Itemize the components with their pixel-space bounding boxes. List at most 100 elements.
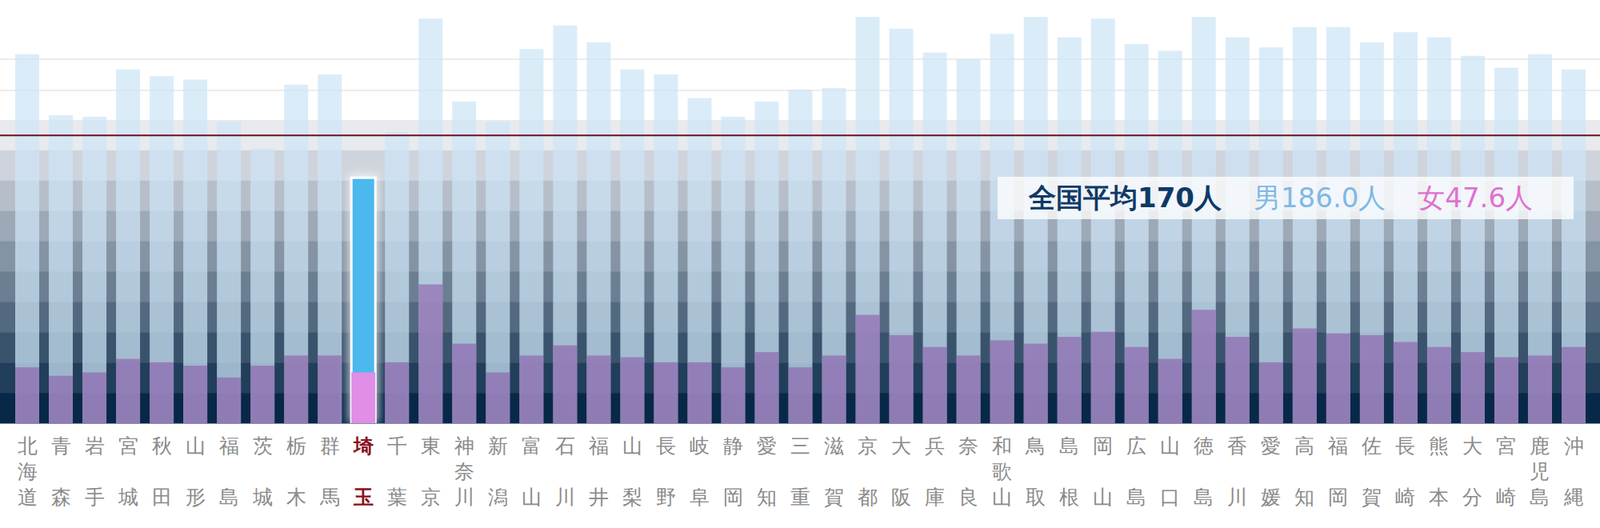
category-label: 岐阜 xyxy=(689,434,710,509)
bar-male xyxy=(586,42,611,424)
category-label: 島根 xyxy=(1059,434,1080,509)
category-label: 山梨 xyxy=(622,434,643,509)
bar-male xyxy=(485,121,510,424)
bar-female xyxy=(485,372,510,424)
bar-female xyxy=(1091,332,1116,424)
category-label: 大分 xyxy=(1462,434,1483,509)
bars xyxy=(15,16,1586,424)
bar-male xyxy=(1225,37,1250,424)
bar-male xyxy=(1360,42,1384,424)
bar-male xyxy=(1393,32,1418,424)
bar-female xyxy=(1494,356,1519,424)
bar-female xyxy=(1460,352,1485,424)
bar-female xyxy=(216,377,241,424)
bar-female xyxy=(384,362,409,424)
category-label: 熊本 xyxy=(1428,434,1449,509)
bar-female xyxy=(1192,309,1216,424)
category-label: 栃木 xyxy=(286,434,307,509)
bar-female xyxy=(788,367,813,424)
bar-female xyxy=(956,355,981,424)
bar-male xyxy=(1326,27,1351,424)
bar-female xyxy=(15,367,40,424)
bar-male xyxy=(1427,37,1452,424)
category-label: 香川 xyxy=(1227,434,1248,509)
average-line xyxy=(0,134,1600,136)
category-label: 鹿児島 xyxy=(1529,434,1550,509)
bar-male xyxy=(317,74,342,424)
category-label: 富山 xyxy=(521,434,542,509)
category-label: 千葉 xyxy=(387,434,408,509)
category-label: 山口 xyxy=(1160,434,1180,509)
category-label: 広島 xyxy=(1126,434,1147,509)
annotation-box xyxy=(997,176,1574,220)
bar-female xyxy=(82,372,107,424)
bar-female xyxy=(552,345,577,424)
bar-male xyxy=(653,74,678,424)
category-label: 和歌山 xyxy=(992,434,1012,509)
category-label: 茨城 xyxy=(252,434,273,509)
bar-female xyxy=(1360,335,1384,424)
bar-male xyxy=(216,121,241,424)
bar-female xyxy=(856,315,880,424)
bar-male xyxy=(788,89,813,424)
category-label: 宮崎 xyxy=(1496,434,1516,509)
bar-male xyxy=(1528,54,1552,424)
category-label: 沖縄 xyxy=(1563,434,1584,509)
category-label: 長崎 xyxy=(1395,434,1416,509)
category-label: 三重 xyxy=(790,434,811,509)
bar-female xyxy=(48,376,73,424)
category-label: 滋賀 xyxy=(824,434,844,509)
bar-male xyxy=(822,88,847,424)
bar-male xyxy=(351,177,376,424)
chart: 全国平均170人男186.0人女47.6人北海道青森岩手宮城秋田山形福島茨城栃木… xyxy=(0,0,1600,528)
bar-female xyxy=(1057,336,1082,424)
bar-female xyxy=(317,355,342,424)
category-label: 大阪 xyxy=(891,434,912,509)
bar-female xyxy=(149,362,174,424)
bar-female xyxy=(1427,347,1452,424)
category-label: 奈良 xyxy=(958,434,979,509)
bar-female xyxy=(351,372,376,424)
bar-male xyxy=(990,33,1015,424)
category-label: 福井 xyxy=(588,434,609,509)
bar-male xyxy=(856,16,880,424)
bar-female xyxy=(250,365,275,424)
bar-female xyxy=(284,355,308,424)
category-label: 高知 xyxy=(1294,434,1315,509)
bar-female xyxy=(418,284,443,424)
annotation-text: 女47.6人 xyxy=(1417,181,1533,214)
category-label: 福岡 xyxy=(1328,434,1348,509)
category-label: 石川 xyxy=(555,434,576,509)
category-label: 群馬 xyxy=(319,434,340,509)
bar-male xyxy=(1158,50,1183,424)
bar-male xyxy=(1057,37,1082,424)
bar-female xyxy=(116,359,140,424)
bar-female xyxy=(1561,347,1586,424)
highlight-glow xyxy=(348,174,379,424)
bar-male xyxy=(149,76,174,424)
bar-female xyxy=(889,335,914,424)
bar-female xyxy=(990,340,1015,424)
bar-female xyxy=(822,355,847,424)
category-label: 鳥取 xyxy=(1024,434,1046,509)
annotation-text: 全国平均170人 xyxy=(1028,181,1223,214)
bar-male xyxy=(519,48,544,424)
category-label: 東京 xyxy=(420,434,441,509)
annotation-text: 男186.0人 xyxy=(1253,181,1386,214)
bar-female xyxy=(452,344,476,424)
bar-female xyxy=(1259,362,1284,424)
bar-female xyxy=(923,347,948,424)
category-label: 岡山 xyxy=(1092,434,1113,509)
category-label: 岩手 xyxy=(84,434,105,509)
bar-female xyxy=(1124,347,1149,424)
category-label: 青森 xyxy=(51,434,72,509)
bar-female xyxy=(1225,336,1250,424)
category-label: 徳島 xyxy=(1193,434,1214,509)
category-label: 福島 xyxy=(219,434,240,509)
bar-male xyxy=(720,116,745,424)
bar-female xyxy=(1292,328,1317,424)
bar-female xyxy=(1158,359,1183,424)
category-label: 秋田 xyxy=(152,434,172,509)
bar-female xyxy=(754,352,779,424)
bar-male xyxy=(1292,27,1317,424)
